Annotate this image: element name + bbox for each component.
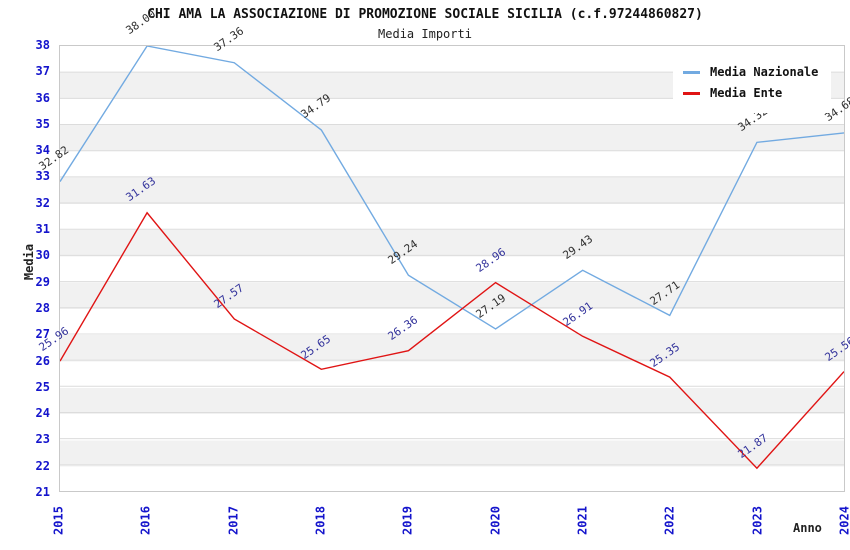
x-tick-label: 2022 [662, 506, 677, 535]
y-tick-label: 32 [35, 195, 50, 210]
y-tick-label: 36 [35, 90, 50, 105]
y-tick-label: 34 [35, 143, 50, 158]
y-tick-label: 35 [35, 116, 50, 131]
legend-item-media-ente: Media Ente [683, 86, 825, 100]
y-tick-label: 25 [35, 379, 50, 394]
x-tick-label: 2020 [488, 506, 503, 535]
y-tick-label: 28 [35, 300, 50, 315]
y-tick-label: 23 [35, 432, 50, 447]
media-ente-line [60, 211, 844, 470]
x-tick-label: 2017 [226, 506, 241, 535]
y-tick-label: 24 [35, 406, 50, 421]
x-tick-label: 2021 [575, 506, 590, 535]
media-nazionale-line [60, 46, 844, 330]
legend-label-media-nazionale: Media Nazionale [710, 65, 819, 79]
y-tick-label: 27 [35, 327, 50, 342]
red-line-swatch-icon [683, 91, 700, 95]
chart-title: CHI AMA LA ASSOCIAZIONE DI PROMOZIONE SO… [147, 7, 703, 22]
legend-item-media-nazionale: Media Nazionale [683, 65, 825, 79]
x-tick-label: 2015 [51, 506, 66, 535]
y-tick-label: 37 [35, 64, 50, 79]
plot-area: Media Nazionale Media Ente [59, 45, 845, 492]
x-tick-label: 2016 [138, 506, 153, 535]
y-tick-label: 26 [35, 353, 50, 368]
x-tick-label: 2018 [313, 506, 328, 535]
x-tick-label: 2019 [400, 506, 415, 535]
x-axis-title: Anno [793, 521, 822, 535]
y-tick-label: 21 [35, 485, 50, 499]
y-tick-label: 33 [35, 169, 50, 184]
chart-subtitle: Media Importi [378, 27, 472, 41]
y-tick-label: 22 [35, 458, 50, 473]
y-tick-label: 29 [35, 274, 50, 289]
x-tick-label: 2024 [837, 506, 850, 535]
blue-line-swatch-icon [683, 70, 700, 74]
y-tick-label: 30 [35, 248, 50, 263]
y-tick-label: 38 [35, 38, 50, 52]
x-tick-label: 2023 [750, 506, 765, 535]
legend-label-media-ente: Media Ente [710, 86, 783, 100]
y-tick-label: 31 [35, 222, 50, 237]
legend: Media Nazionale Media Ente [673, 54, 831, 113]
